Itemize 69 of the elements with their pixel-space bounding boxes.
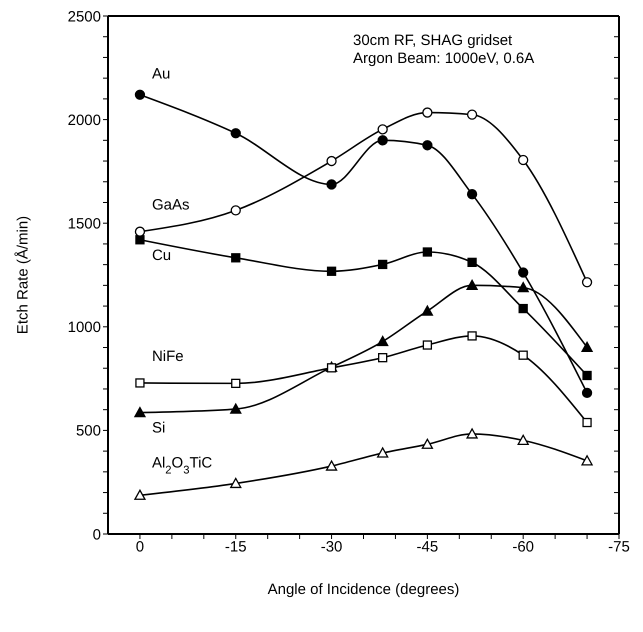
point — [134, 226, 146, 237]
point — [582, 277, 592, 288]
y-axis-title: Etch Rate (Å/min) — [13, 216, 32, 334]
point — [326, 179, 337, 190]
x-tick-label: -75 — [608, 538, 630, 556]
point — [326, 363, 336, 372]
point — [518, 267, 528, 278]
series-label: Cu — [152, 246, 172, 264]
point — [466, 189, 478, 200]
point — [581, 342, 593, 352]
y-tick-label: 500 — [76, 422, 101, 440]
y-tick-label: 1000 — [68, 319, 101, 336]
point — [581, 455, 593, 466]
x-tick-label: -45 — [416, 538, 438, 556]
point — [422, 107, 433, 118]
point — [422, 438, 434, 449]
series-label: Al$_{2}$O$_{3}$TiC — [152, 454, 212, 476]
point — [582, 418, 592, 428]
series-label: Au — [152, 66, 170, 83]
series-label: GaAs — [152, 196, 190, 214]
point — [422, 305, 434, 316]
y-tick-label: 1500 — [68, 216, 101, 233]
point — [422, 247, 432, 257]
point — [422, 340, 432, 350]
point — [467, 258, 477, 268]
point — [378, 135, 388, 146]
point — [467, 331, 477, 341]
point — [230, 403, 242, 414]
point — [377, 336, 388, 346]
point — [231, 378, 240, 388]
series-label: Si — [152, 420, 166, 437]
point — [134, 406, 146, 418]
point — [326, 460, 338, 471]
x-tick-label: 0 — [136, 538, 144, 556]
x-axis-title: Angle of Incidence (degrees) — [268, 581, 460, 598]
x-tick-label: -30 — [320, 538, 342, 556]
point — [134, 490, 146, 500]
point — [230, 128, 241, 138]
point — [230, 205, 241, 216]
y-tick-label: 2000 — [68, 112, 101, 129]
point — [326, 156, 337, 166]
point — [466, 428, 478, 439]
series-label: NiFe — [152, 348, 184, 365]
point — [518, 154, 528, 166]
point — [231, 253, 240, 262]
point — [518, 434, 529, 445]
point — [582, 370, 592, 380]
point — [378, 124, 388, 134]
point — [518, 282, 529, 292]
y-tick-label: 2500 — [68, 8, 101, 26]
point — [135, 378, 145, 388]
point — [135, 235, 145, 244]
point — [378, 353, 388, 362]
point — [518, 350, 528, 360]
annotation: 30cm RF, SHAG gridset — [353, 32, 512, 50]
point — [230, 478, 242, 488]
y-tick-label: 0 — [92, 526, 101, 544]
point — [326, 266, 336, 276]
point — [422, 140, 433, 150]
point — [466, 109, 478, 120]
x-tick-label: -15 — [224, 538, 247, 556]
point — [518, 304, 528, 314]
point — [377, 447, 388, 458]
point — [582, 388, 592, 398]
point — [466, 280, 478, 290]
annotation: Argon Beam: 1000eV, 0.6A — [353, 50, 534, 68]
point — [134, 90, 146, 100]
x-tick-label: -60 — [512, 538, 534, 556]
point — [378, 260, 388, 270]
